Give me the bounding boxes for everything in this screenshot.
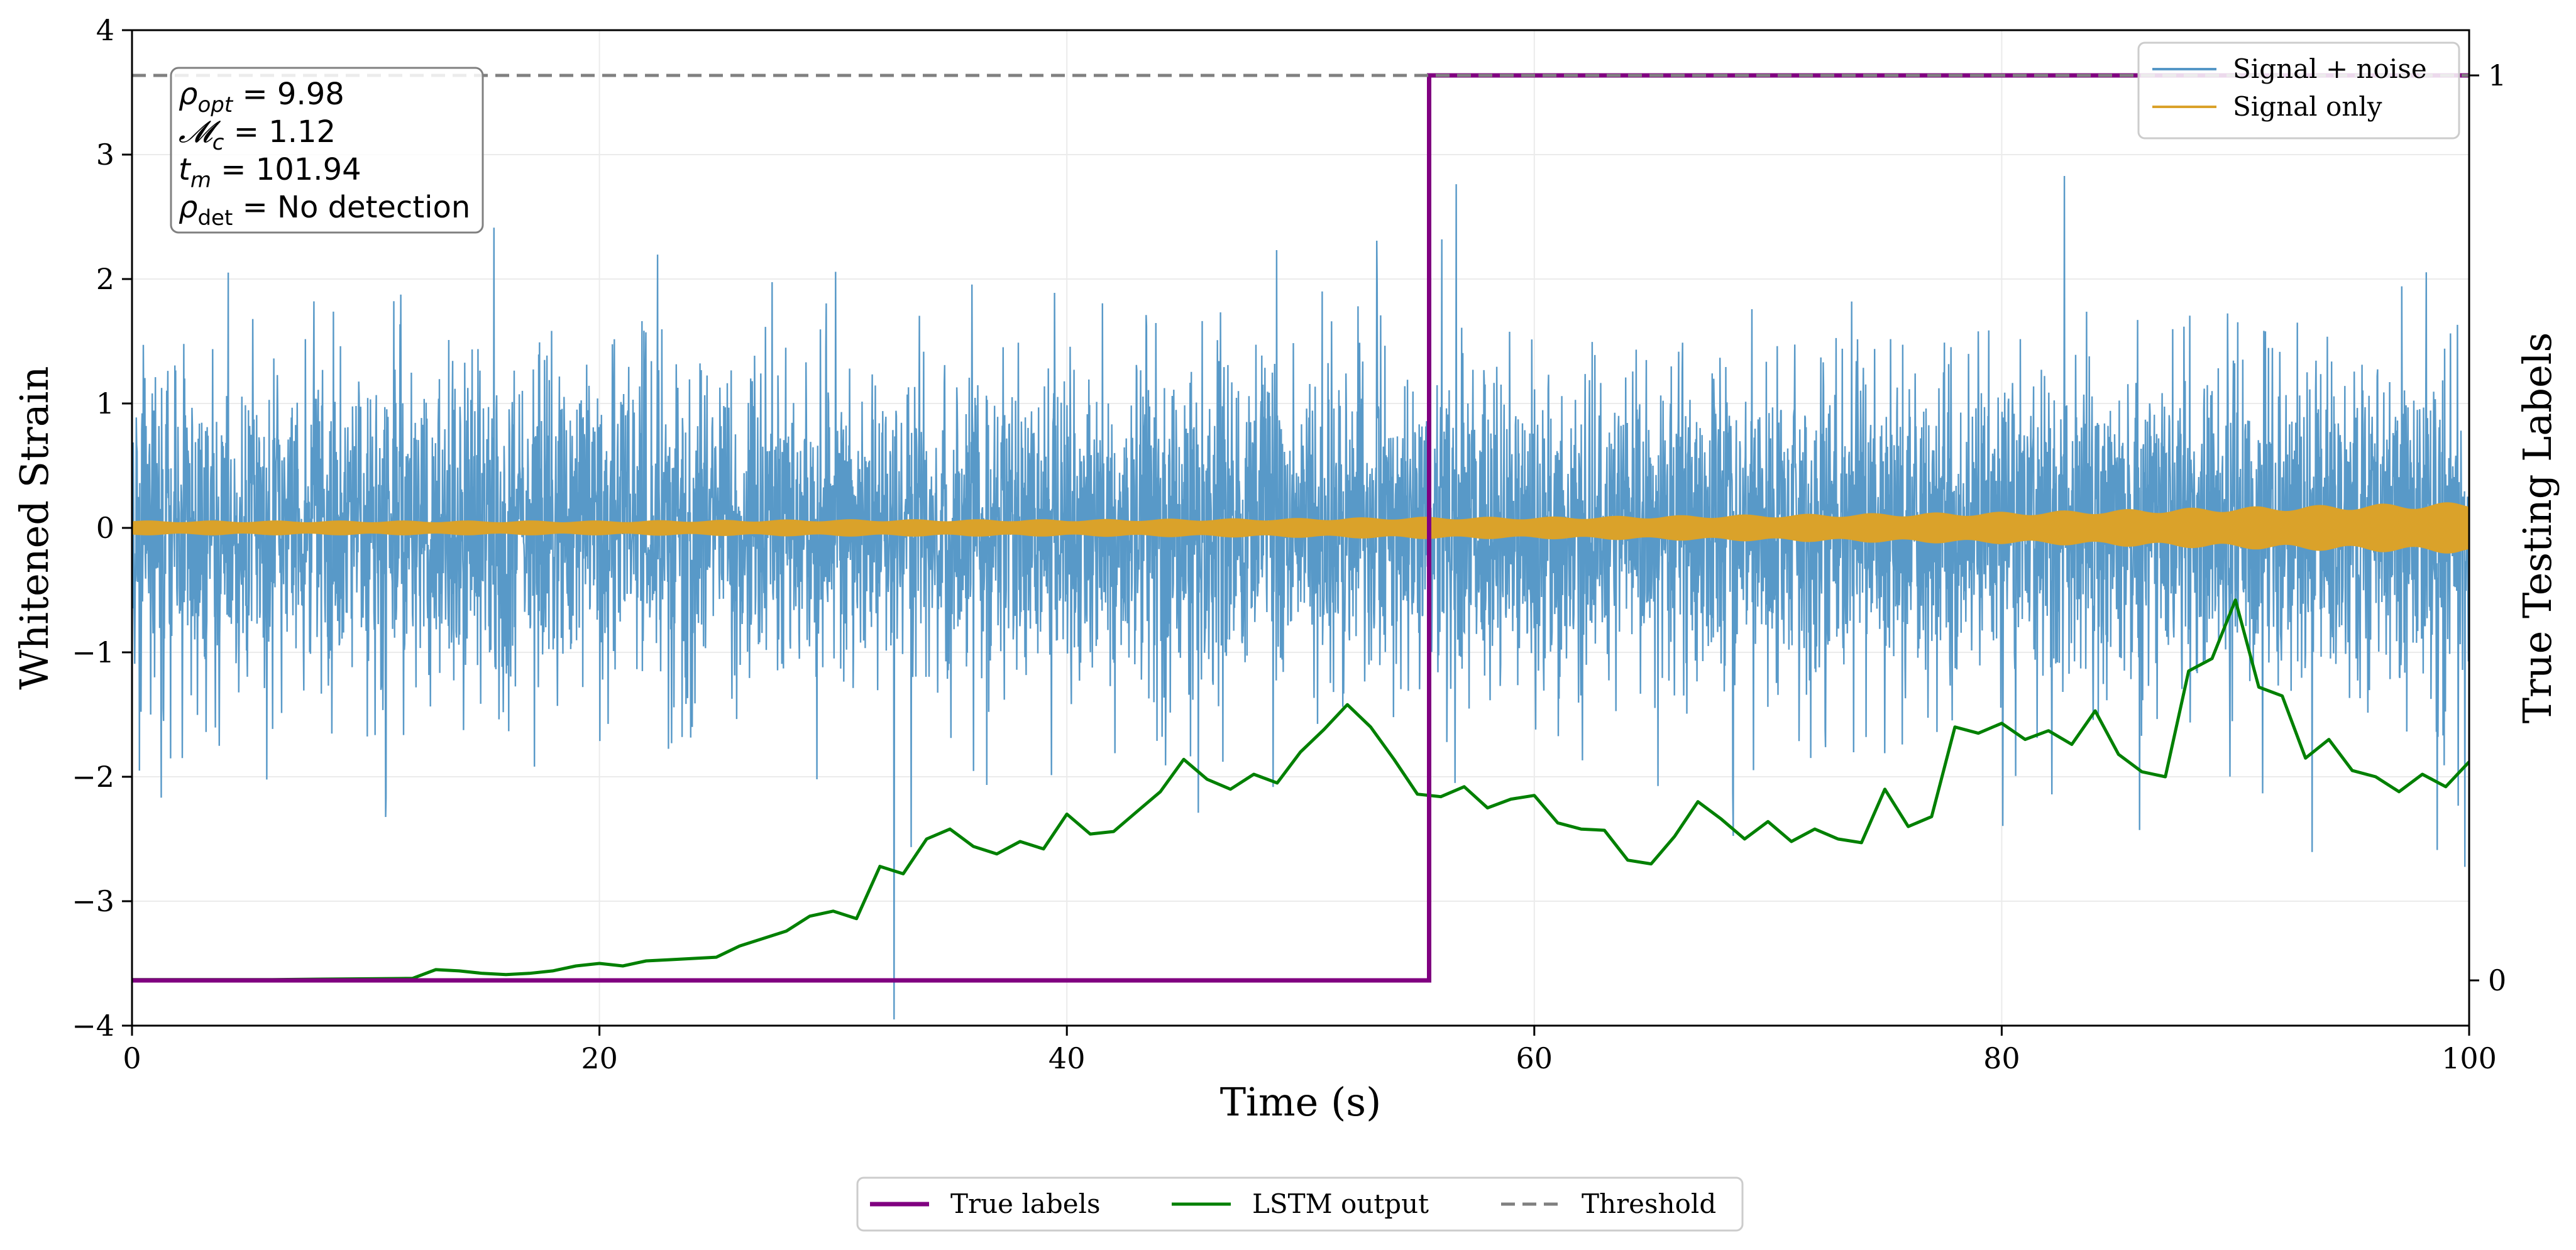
y-axis-right-label: True Testing Labels: [2514, 332, 2560, 724]
y-left-tick-label: −1: [72, 635, 114, 669]
info-line: ρopt = 9.98: [179, 77, 344, 118]
legend-top-right-frame: [2137, 41, 2460, 140]
legend-label: LSTM output: [1252, 1188, 1429, 1219]
x-tick-label: 20: [581, 1041, 618, 1075]
info-value: = No detection: [233, 190, 470, 225]
x-axis-label: Time (s): [1220, 1079, 1382, 1125]
info-subscript: det: [197, 206, 233, 231]
info-symbol: ρ: [179, 190, 197, 225]
legend-label: Signal + noise: [2233, 53, 2427, 84]
x-tick-label: 40: [1049, 1041, 1086, 1075]
legend-bottom: True labels LSTM output Threshold: [856, 1176, 1744, 1232]
series-signal-only: [132, 502, 2469, 554]
info-subscript: m: [190, 168, 211, 193]
info-subscript: c: [212, 130, 224, 155]
legend-top-right-entries: Signal + noise Signal only: [2152, 53, 2427, 122]
y-left-tick-label: 1: [96, 387, 114, 420]
info-value: = 9.98: [233, 77, 344, 112]
y-left-tick-label: 2: [96, 262, 114, 296]
legend-label: Threshold: [1582, 1188, 1716, 1219]
plot-area: [132, 73, 2469, 1020]
y-left-tick-label: 0: [96, 511, 114, 545]
x-axis: 0 20 40 60 80 100: [123, 1026, 2497, 1075]
x-tick-label: 80: [1983, 1041, 2020, 1075]
info-subscript: opt: [197, 92, 233, 118]
y-axis-left: −4 −3 −2 −1 0 1 2 3 4: [72, 13, 132, 1043]
x-tick-label: 100: [2441, 1041, 2497, 1075]
y-left-tick-label: 3: [96, 138, 114, 172]
info-line: ρdet = No detection: [179, 190, 470, 231]
info-symbol: t: [179, 152, 192, 187]
legend-bottom-entries: True labels LSTM output Threshold: [870, 1188, 1716, 1219]
y-axis-right: 01: [2469, 58, 2506, 997]
info-value: = 1.12: [224, 114, 336, 150]
y-left-tick-label: −4: [72, 1009, 114, 1043]
y-left-tick-label: −2: [72, 760, 114, 794]
y-right-tick-label: 0: [2488, 963, 2506, 997]
info-value: = 101.94: [211, 152, 361, 187]
y-left-tick-label: 4: [96, 13, 114, 47]
y-right-tick-label: 1: [2488, 58, 2506, 92]
x-tick-label: 0: [123, 1041, 141, 1075]
info-line: 𝓜c = 1.12: [179, 114, 336, 155]
info-line: tm = 101.94: [179, 152, 361, 193]
y-axis-left-label: Whitened Strain: [11, 366, 57, 690]
y-left-tick-label: −3: [72, 884, 114, 918]
series-lstm-output: [132, 598, 2469, 982]
legend-bottom-frame: [856, 1176, 1744, 1232]
legend-label: True labels: [950, 1188, 1101, 1219]
legend-top-right: Signal + noise Signal only: [2137, 41, 2460, 140]
x-tick-label: 60: [1516, 1041, 1553, 1075]
info-symbol: ρ: [179, 77, 197, 112]
legend-label: Signal only: [2233, 91, 2382, 122]
series-signal-plus-noise: [132, 175, 2469, 1020]
info-box-frame: [170, 67, 484, 234]
